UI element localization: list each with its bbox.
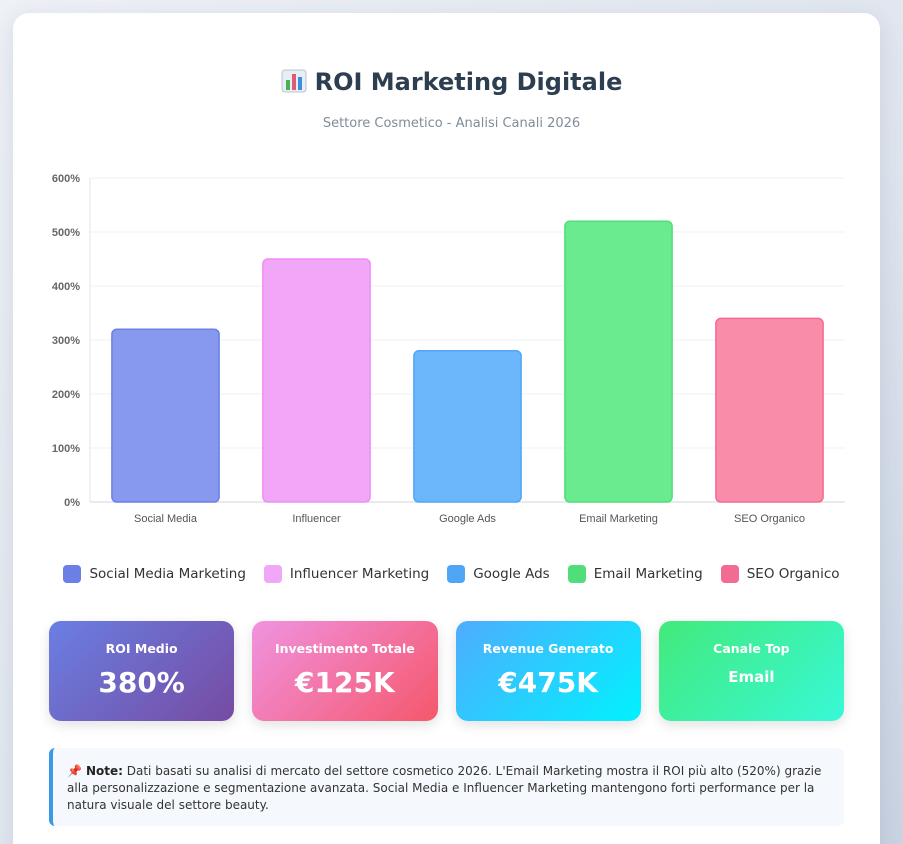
- stat-value: €125K: [295, 666, 395, 699]
- stat-card-roi: ROI Medio 380%: [49, 621, 235, 721]
- stat-value: €475K: [498, 666, 598, 699]
- x-tick-label: SEO Organico: [734, 513, 805, 525]
- legend-item-google-ads[interactable]: Google Ads: [447, 565, 550, 583]
- legend-item-social[interactable]: Social Media Marketing: [63, 565, 246, 583]
- stats-row: ROI Medio 380% Investimento Totale €125K…: [49, 621, 844, 721]
- x-tick-label: Social Media: [134, 513, 198, 525]
- legend-swatch: [720, 565, 739, 583]
- y-tick-label: 300%: [52, 335, 80, 347]
- note-label: Note:: [85, 764, 123, 778]
- stat-label: Canale Top: [713, 641, 790, 656]
- legend-swatch: [567, 565, 586, 583]
- legend-swatch: [263, 565, 282, 583]
- title-text: ROI Marketing Digitale: [314, 68, 623, 96]
- legend-item-email[interactable]: Email Marketing: [567, 565, 703, 583]
- legend-item-influencer[interactable]: Influencer Marketing: [263, 565, 430, 583]
- page-subtitle: Settore Cosmetico - Analisi Canali 2026: [322, 116, 581, 131]
- note-text: Dati basati su analisi di mercato del se…: [67, 764, 822, 812]
- y-tick-label: 200%: [52, 389, 80, 401]
- stat-card-revenue: Revenue Generato €475K: [455, 621, 641, 721]
- legend-item-seo[interactable]: SEO Organico: [720, 565, 840, 583]
- y-tick-label: 100%: [52, 443, 80, 455]
- legend-label: Influencer Marketing: [289, 566, 430, 582]
- stat-label: ROI Medio: [105, 641, 178, 656]
- x-tick-label: Email Marketing: [579, 513, 658, 525]
- legend-label: Social Media Marketing: [89, 566, 246, 582]
- y-tick-label: 600%: [52, 173, 80, 185]
- bar-influencer[interactable]: [262, 258, 371, 503]
- y-tick-label: 0%: [64, 497, 80, 509]
- bar-social-media[interactable]: [111, 328, 220, 503]
- legend-label: SEO Organico: [746, 566, 840, 582]
- stat-label: Revenue Generato: [482, 641, 614, 656]
- roi-bar-chart: 0% 100% 200% 300% 400% 500% 600% Social Media In…: [52, 173, 845, 525]
- stat-label: Investimento Totale: [274, 641, 415, 656]
- page-title: ROI Marketing Digitale: [0, 68, 903, 96]
- y-tick-label: 400%: [52, 281, 80, 293]
- stat-card-top-channel: Canale Top Email: [658, 621, 844, 721]
- legend-label: Google Ads: [473, 566, 550, 582]
- note-box: 📌 Note: Dati basati su analisi di mercato…: [49, 748, 844, 826]
- legend-swatch: [447, 565, 466, 583]
- y-tick-label: 500%: [52, 227, 80, 239]
- stat-card-investment: Investimento Totale €125K: [252, 621, 438, 721]
- legend-swatch: [63, 565, 82, 583]
- bar-email-marketing[interactable]: [564, 220, 673, 503]
- bar-seo-organico[interactable]: [715, 317, 824, 503]
- pushpin-icon: 📌: [67, 764, 82, 778]
- stat-value: 380%: [98, 666, 185, 699]
- x-tick-label: Influencer: [292, 513, 341, 525]
- bar-google-ads[interactable]: [413, 350, 522, 503]
- x-tick-label: Google Ads: [439, 513, 496, 525]
- stat-value: Email: [728, 668, 775, 686]
- legend-label: Email Marketing: [593, 566, 703, 582]
- chart-legend: Social Media Marketing Influencer Market…: [0, 565, 903, 583]
- bar-chart-icon: [281, 69, 307, 93]
